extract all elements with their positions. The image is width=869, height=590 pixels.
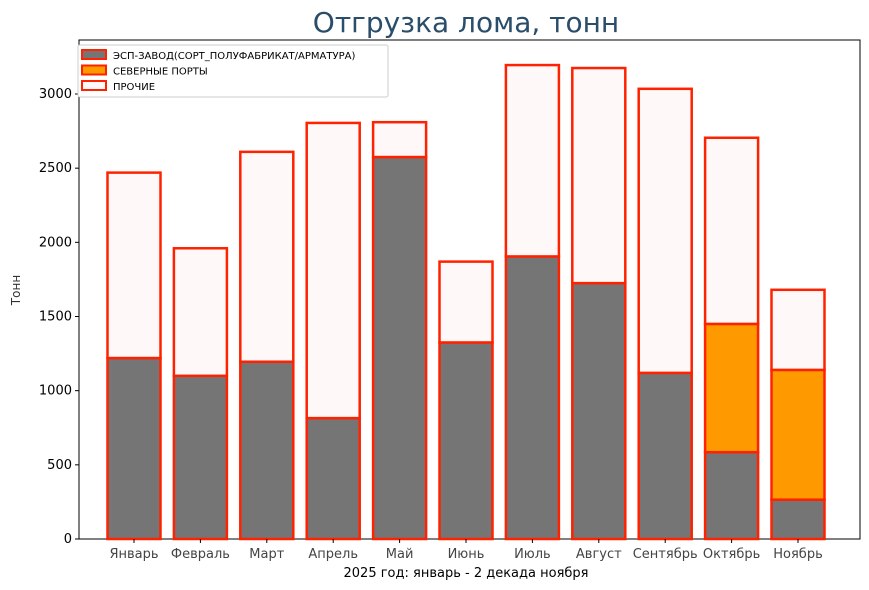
x-tick-label: Август: [576, 547, 622, 562]
x-axis-label: 2025 год: январь - 2 декада ноября: [344, 566, 589, 581]
x-tick-label: Июнь: [448, 547, 485, 562]
bar-esp: [172, 374, 229, 541]
bar-esp: [571, 281, 627, 541]
legend-label: ЭСП-ЗАВОД(СОРТ_ПОЛУФАБРИКАТ/АРМАТУРА): [113, 51, 355, 62]
bar-other: [371, 120, 428, 159]
x-tick-label: Февраль: [171, 547, 230, 562]
x-tick-label: Сентябрь: [633, 547, 698, 562]
y-axis-label: Тонн: [9, 275, 23, 306]
bar-other: [239, 150, 295, 363]
bar-esp: [305, 416, 361, 541]
bar-esp: [504, 255, 561, 541]
y-tick-label: 3000: [39, 87, 72, 102]
bar-esp: [239, 360, 295, 541]
bar-other: [770, 288, 826, 372]
bar-esp: [770, 498, 826, 541]
bar-other: [106, 171, 162, 360]
x-tick-label: Октябрь: [703, 547, 760, 562]
x-tick-label: Март: [249, 547, 284, 562]
bar-north-ports: [703, 322, 760, 454]
y-tick-label: 2500: [39, 161, 72, 176]
x-tick-label: Май: [386, 547, 414, 562]
bar-esp: [106, 356, 162, 541]
bar-other: [703, 136, 760, 326]
bar-other: [504, 63, 561, 258]
bar-north-ports: [770, 368, 826, 501]
x-tick-label: Ноябрь: [773, 547, 822, 562]
y-tick-label: 1000: [39, 384, 72, 399]
legend-label: СЕВЕРНЫЕ ПОРТЫ: [113, 67, 208, 78]
bar-other: [571, 66, 627, 285]
x-tick-label: Июль: [514, 547, 551, 562]
legend-label: ПРОЧИЕ: [113, 82, 155, 93]
bar-esp: [371, 155, 428, 541]
bar-other: [637, 87, 693, 375]
y-tick-label: 1500: [39, 310, 72, 325]
y-tick-label: 500: [47, 458, 72, 473]
chart-title: Отгрузка лома, тонн: [313, 6, 619, 39]
y-tick-label: 2000: [39, 235, 72, 250]
legend-swatch: [81, 49, 107, 60]
bar-other: [438, 260, 494, 344]
x-tick-label: Январь: [109, 547, 158, 562]
bar-other: [172, 247, 229, 378]
legend: ЭСП-ЗАВОД(СОРТ_ПОЛУФАБРИКАТ/АРМАТУРА) СЕВ…: [77, 44, 389, 98]
legend-swatch: [81, 64, 107, 76]
bar-other: [305, 121, 361, 420]
bar-esp: [703, 450, 760, 541]
bar-esp: [637, 371, 693, 541]
y-tick-label: 0: [64, 532, 72, 547]
x-tick-label: Апрель: [308, 547, 358, 562]
legend-swatch: [81, 80, 107, 91]
bar-esp: [438, 341, 494, 541]
